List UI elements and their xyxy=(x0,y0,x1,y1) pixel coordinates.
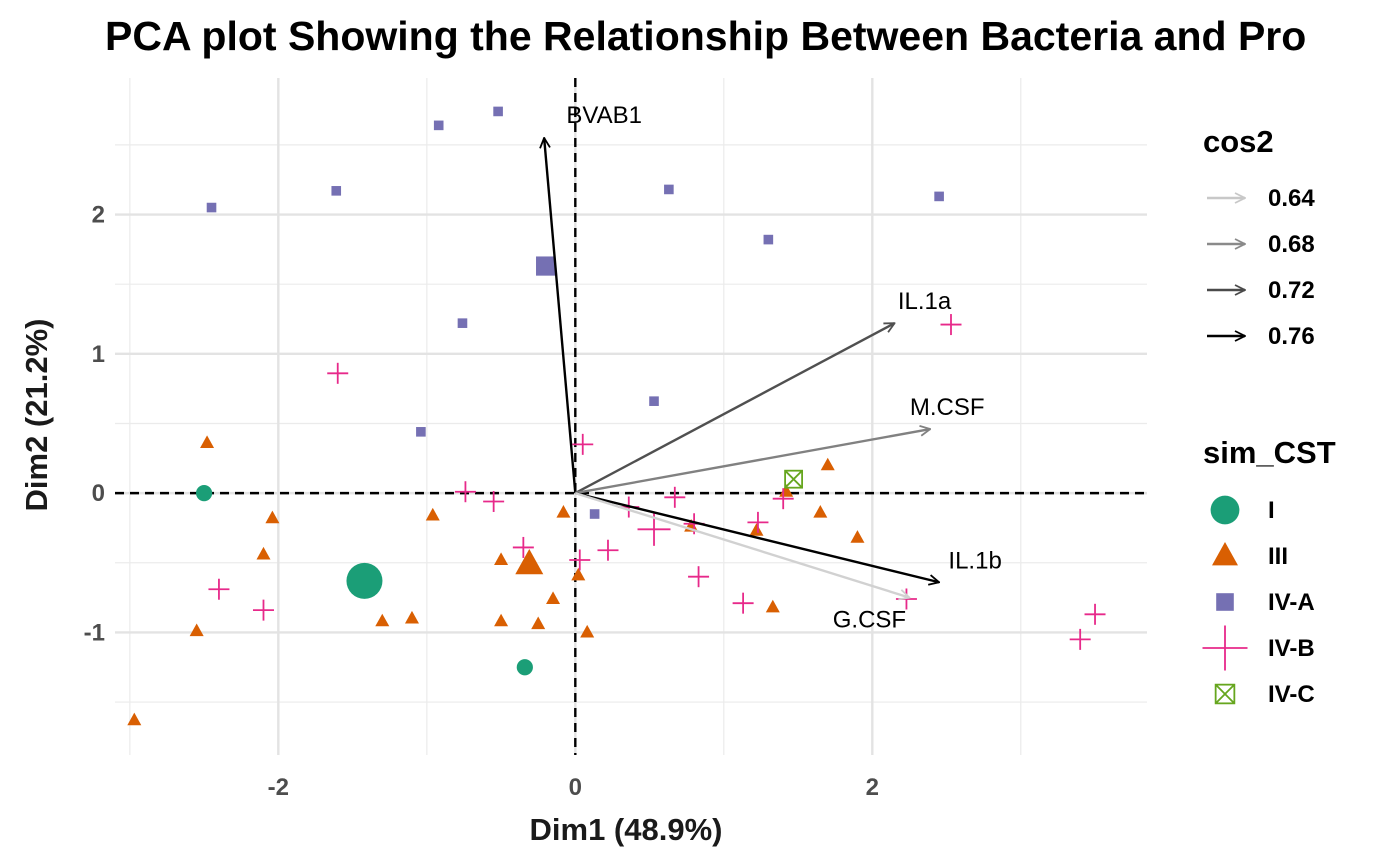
x-tick-label: -2 xyxy=(268,774,289,801)
data-point-iii xyxy=(546,591,561,605)
data-point-iv-c xyxy=(784,469,803,489)
data-point-iv-a xyxy=(649,396,659,406)
variable-label-bvab1: BVAB1 xyxy=(566,102,642,129)
data-point-iii xyxy=(571,567,586,581)
legend-label-iv-a: IV-A xyxy=(1268,589,1315,616)
data-point-iv-b xyxy=(208,578,230,600)
data-point-iv-b xyxy=(512,536,534,558)
y-tick-label: 0 xyxy=(92,480,105,507)
data-point-iv-b xyxy=(664,486,686,508)
data-point-iii xyxy=(127,712,142,726)
data-point-iii xyxy=(813,505,828,518)
data-point-iv-b xyxy=(688,566,710,588)
legend-label-iv-b: IV-B xyxy=(1268,635,1315,662)
data-point-iv-a xyxy=(331,186,342,196)
data-point-iii xyxy=(749,523,764,536)
legend-label-cos2: 0.76 xyxy=(1268,323,1315,350)
legend-key-iv-c xyxy=(1214,683,1236,705)
variable-arrows: BVAB1 IL.1a M.CSF IL.1b G.CSF xyxy=(544,102,1002,634)
data-point-iv-a xyxy=(589,509,600,519)
centroid-i xyxy=(346,562,383,599)
legend-label-i: I xyxy=(1268,497,1275,524)
data-point-iii xyxy=(256,546,271,560)
reference-lines xyxy=(115,78,1147,755)
legend-label-cos2: 0.64 xyxy=(1268,185,1315,212)
x-axis-title: Dim1 (48.9%) xyxy=(530,812,723,847)
variable-label-il-1a: IL.1a xyxy=(898,288,952,315)
variable-label-m-csf: M.CSF xyxy=(910,394,985,421)
y-axis-title: Dim2 (21.2%) xyxy=(19,319,54,512)
data-point-iv-a xyxy=(763,234,774,245)
data-point-iii xyxy=(765,599,780,613)
legend-label-iv-c: IV-C xyxy=(1268,681,1315,708)
data-point-iv-b xyxy=(747,511,769,533)
x-tick-label: 2 xyxy=(866,774,879,801)
variable-arrow-g-csf xyxy=(574,491,909,597)
data-point-iii xyxy=(375,613,390,627)
data-point-iv-a xyxy=(493,106,503,117)
variable-label-g-csf: G.CSF xyxy=(833,607,906,634)
data-point-iii xyxy=(425,507,440,521)
data-point-iii xyxy=(580,624,595,638)
centroid-iv-a xyxy=(536,256,556,276)
variable-arrow-il-1a xyxy=(574,322,894,495)
legend-label-cos2: 0.68 xyxy=(1268,231,1315,258)
data-points xyxy=(127,106,1106,726)
data-point-iv-b xyxy=(572,433,594,455)
data-point-i xyxy=(195,485,213,502)
variable-arrow-il-1b xyxy=(575,491,939,582)
data-point-iii xyxy=(820,457,835,471)
data-point-iv-b xyxy=(1069,628,1091,650)
legend-label-iii: III xyxy=(1268,543,1288,570)
x-tick-label: 0 xyxy=(569,774,582,801)
data-point-iii xyxy=(494,613,509,627)
data-point-iii xyxy=(850,530,865,543)
legend-key-iii xyxy=(1212,541,1238,566)
data-point-iv-b xyxy=(327,362,349,384)
axis-ticks: -2 0 2 -1 0 1 2 xyxy=(84,202,879,801)
variable-arrow-m-csf xyxy=(575,429,930,495)
data-point-iv-a xyxy=(934,191,944,202)
data-point-iv-a xyxy=(433,120,444,131)
legends: cos20.640.680.720.76sim_CSTIIIIIV-AIV-BI… xyxy=(1202,124,1336,708)
data-point-iv-b xyxy=(483,490,505,512)
data-point-iii xyxy=(404,610,419,624)
variable-arrow-bvab1 xyxy=(544,138,577,494)
legend-key-iv-b xyxy=(1202,625,1248,671)
legend-title-cos2: cos2 xyxy=(1203,124,1274,159)
legend-title-sim-cst: sim_CST xyxy=(1203,435,1336,470)
variable-label-il-1b: IL.1b xyxy=(948,547,1001,574)
data-point-iv-b xyxy=(569,549,591,571)
data-point-iv-b xyxy=(1084,603,1106,625)
data-point-iv-a xyxy=(206,202,217,213)
data-point-iii xyxy=(494,552,509,566)
y-tick-label: 2 xyxy=(92,202,105,229)
chart-title: PCA plot Showing the Relationship Betwee… xyxy=(105,13,1307,59)
data-point-iii xyxy=(200,435,215,449)
data-point-iii xyxy=(556,505,571,518)
legend-key-iv-a xyxy=(1216,593,1234,611)
y-tick-label: 1 xyxy=(92,341,105,368)
data-point-iv-b xyxy=(597,539,619,561)
data-point-iii xyxy=(189,623,204,637)
centroid-iii xyxy=(515,549,544,575)
data-point-iii xyxy=(531,616,546,630)
data-point-iv-b xyxy=(454,481,476,503)
data-point-iii xyxy=(265,510,280,524)
data-point-iv-b xyxy=(772,488,794,510)
grid-lines xyxy=(115,78,1147,755)
legend-label-cos2: 0.72 xyxy=(1268,277,1315,304)
data-point-iv-a xyxy=(664,184,674,195)
data-point-iv-b xyxy=(940,314,962,336)
data-point-i xyxy=(516,659,533,676)
y-tick-label: -1 xyxy=(84,619,105,646)
data-point-iv-a xyxy=(457,318,468,328)
legend-key-i xyxy=(1210,495,1240,525)
data-point-iv-a xyxy=(416,427,426,437)
data-point-iv-b xyxy=(252,599,274,621)
data-point-iv-b xyxy=(732,592,754,614)
